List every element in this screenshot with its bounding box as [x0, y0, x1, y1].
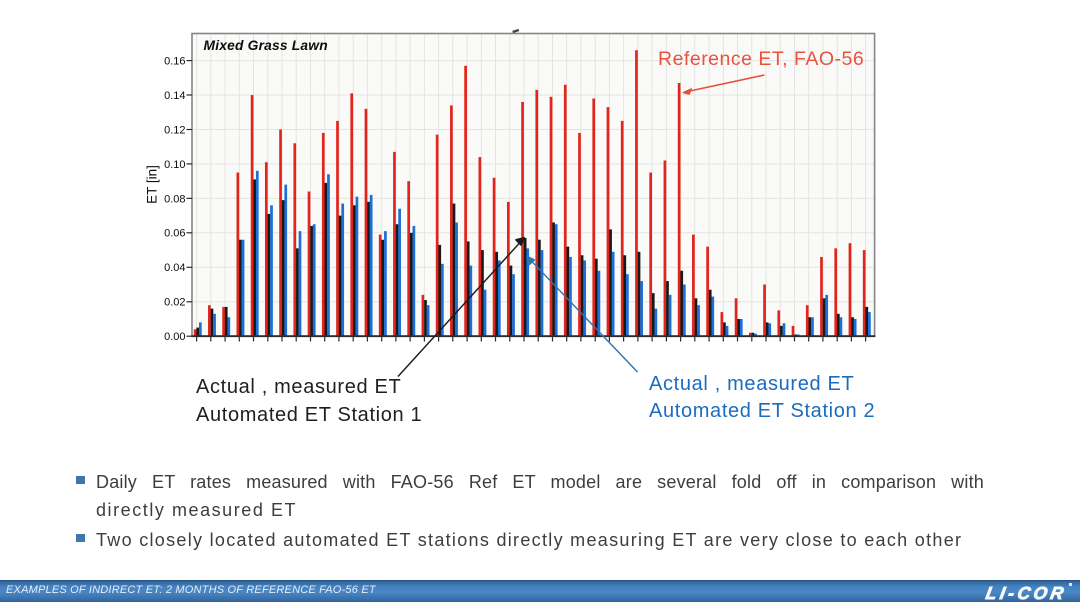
- svg-text:0.14: 0.14: [164, 90, 185, 102]
- svg-text:0.00: 0.00: [164, 331, 185, 343]
- svg-text:ET [in]: ET [in]: [145, 165, 160, 204]
- svg-text:0.10: 0.10: [164, 159, 185, 171]
- svg-text:0.16: 0.16: [164, 56, 185, 68]
- svg-text:Mixed Grass Lawn: Mixed Grass Lawn: [204, 38, 328, 53]
- svg-text:0.12: 0.12: [164, 124, 185, 136]
- svg-text:0.08: 0.08: [164, 193, 185, 205]
- svg-text:0.04: 0.04: [164, 262, 185, 274]
- svg-text:0.02: 0.02: [164, 297, 185, 309]
- svg-text:Reference ET, FAO-56: Reference ET, FAO-56: [658, 48, 864, 70]
- svg-text:0.06: 0.06: [164, 228, 185, 240]
